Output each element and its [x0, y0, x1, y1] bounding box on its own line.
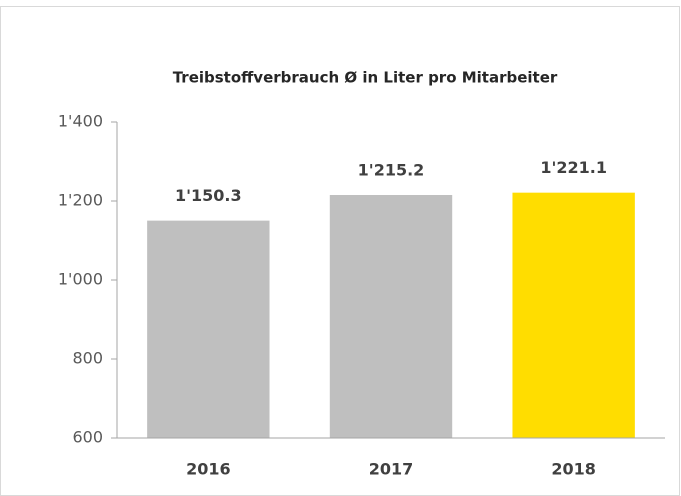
bar [329, 194, 453, 438]
chart-title: Treibstoffverbrauch Ø in Liter pro Mitar… [173, 69, 558, 87]
y-tick-label: 800 [72, 349, 103, 368]
data-label: 1'150.3 [175, 186, 242, 205]
y-tick-label: 1'000 [58, 270, 103, 289]
bar [147, 220, 270, 438]
bar [512, 192, 635, 438]
x-tick-label: 2018 [551, 460, 596, 479]
x-tick-label: 2017 [369, 460, 414, 479]
y-tick-label: 600 [72, 428, 103, 447]
y-tick-label: 1'200 [58, 191, 103, 210]
y-tick-label: 1'400 [58, 112, 103, 131]
data-label: 1'221.1 [540, 158, 607, 177]
data-label: 1'215.2 [358, 160, 425, 179]
x-tick-label: 2016 [186, 460, 231, 479]
